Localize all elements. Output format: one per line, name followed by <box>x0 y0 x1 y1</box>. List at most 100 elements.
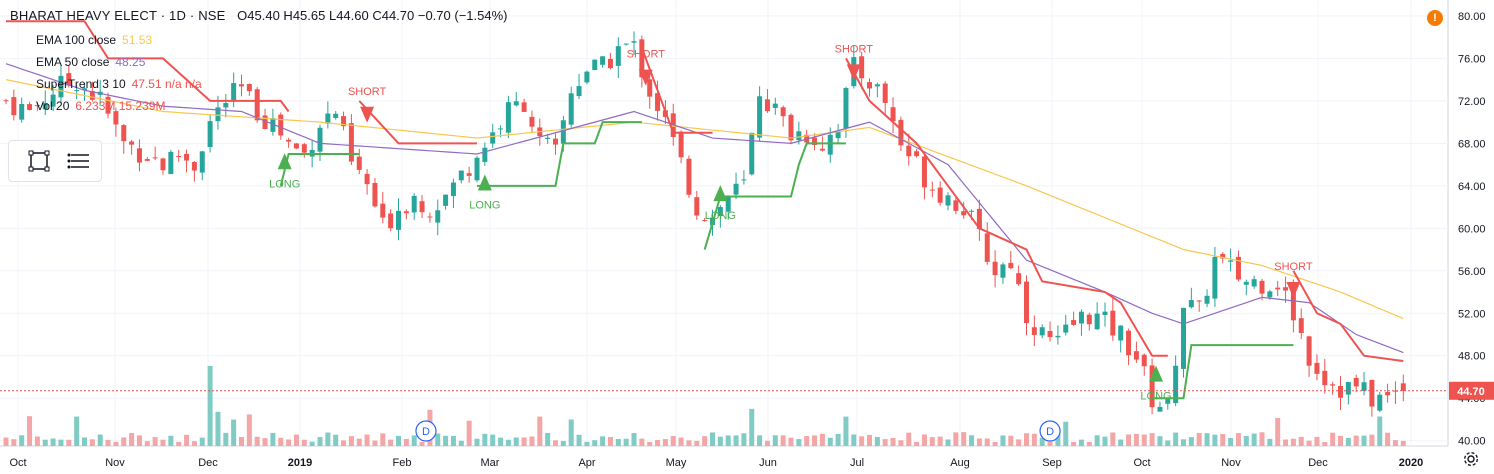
candle-body <box>1118 325 1124 341</box>
long-arrow <box>277 153 292 170</box>
candle-body <box>3 100 9 102</box>
volume-bar <box>309 441 315 446</box>
square-select-icon[interactable] <box>25 147 53 175</box>
volume-bar <box>804 436 810 446</box>
candle-body <box>1400 383 1406 391</box>
symbol-title[interactable]: BHARAT HEAVY ELECT · 1D · NSE <box>10 8 226 23</box>
candle-body <box>780 107 786 117</box>
candle-body <box>1157 406 1163 412</box>
short-label: SHORT <box>1274 261 1313 273</box>
volume-bar <box>1353 435 1359 446</box>
x-tick-label: Aug <box>950 457 970 469</box>
volume-bar <box>435 433 441 446</box>
candle-body <box>702 220 708 222</box>
volume-bar <box>851 434 857 446</box>
volume-bar <box>686 440 692 446</box>
candle-body <box>600 56 606 65</box>
y-tick-label: 80.00 <box>1458 11 1486 23</box>
volume-bar <box>647 441 653 446</box>
candle-body <box>898 119 904 146</box>
x-tick-label: Sep <box>1042 457 1062 469</box>
candle-body <box>545 137 551 139</box>
candle-body <box>74 90 80 92</box>
short-arrow <box>360 106 375 123</box>
candle-body <box>270 118 276 132</box>
volume-bar <box>1290 438 1296 446</box>
candle-body <box>859 56 865 79</box>
candle-body <box>1251 279 1257 287</box>
volume-bar <box>576 434 582 446</box>
candle-body <box>1039 327 1045 336</box>
legend-indicator[interactable]: SuperTrend 3 10 47.51 n/a n/a <box>36 76 507 92</box>
volume-bar <box>184 434 190 446</box>
short-arrow <box>1286 282 1301 299</box>
candle-body <box>1196 300 1202 302</box>
candle-body <box>490 132 496 144</box>
candle-body <box>1290 285 1296 321</box>
candle-body <box>945 195 951 206</box>
volume-bar <box>553 440 558 446</box>
candle-body <box>1141 354 1147 367</box>
candle-body <box>1330 384 1336 386</box>
volume-bar <box>710 432 715 446</box>
candle-body <box>678 131 684 158</box>
candle-body <box>1094 313 1100 330</box>
supertrend-up-line <box>703 142 846 250</box>
volume-bar <box>545 432 551 446</box>
volume-bar <box>42 439 48 446</box>
volume-bar <box>1126 434 1132 446</box>
alert-icon[interactable]: ! <box>1427 10 1443 26</box>
volume-bar <box>498 437 504 446</box>
gear-icon[interactable] <box>1462 450 1480 468</box>
candle-body <box>827 134 833 155</box>
candle-body <box>1063 324 1069 333</box>
volume-bar <box>1188 437 1194 446</box>
legend-indicator[interactable]: Vol 20 6.233M 15.239M <box>36 98 507 114</box>
dividend-marker-icon <box>1039 420 1061 442</box>
volume-bar <box>286 439 292 446</box>
supertrend-down-line <box>845 57 1168 357</box>
dividend-marker-label: D <box>1046 426 1054 438</box>
volume-bar <box>1071 441 1077 446</box>
indicator-label: EMA 100 close <box>36 33 117 47</box>
volume-bar <box>490 434 496 446</box>
dividend-marker-label: D <box>422 426 430 438</box>
candle-body <box>1392 390 1398 392</box>
candle-body <box>82 88 87 91</box>
candle-body <box>961 211 967 216</box>
volume-bar <box>317 437 323 446</box>
candle-body <box>819 148 825 151</box>
volume-bar <box>333 434 339 446</box>
volume-bar <box>600 436 606 446</box>
volume-bar <box>1306 440 1312 446</box>
candle-body <box>105 96 111 114</box>
volume-bar <box>223 432 229 446</box>
long-arrow <box>477 174 492 191</box>
candle-body <box>1267 291 1273 298</box>
legend-indicator[interactable]: EMA 50 close 48.25 <box>36 54 507 70</box>
candle-body <box>50 94 56 107</box>
candle-body <box>953 200 959 211</box>
volume-bar <box>411 435 417 446</box>
candle-body <box>568 93 574 125</box>
legend-indicator[interactable]: EMA 100 close 51.53 <box>36 32 507 48</box>
volume-bar <box>34 436 40 446</box>
candle-body <box>121 125 127 142</box>
volume-bar <box>835 433 841 446</box>
supertrend-down-line <box>640 47 713 134</box>
candle-body <box>254 89 260 121</box>
volume-bar <box>1110 432 1116 446</box>
volume-bar <box>372 440 378 446</box>
volume-bar <box>301 439 307 446</box>
volume-bar <box>136 435 142 446</box>
long-label: LONG <box>469 200 500 212</box>
volume-bar <box>898 440 904 446</box>
volume-bar <box>568 419 574 446</box>
candle-body <box>1071 320 1077 325</box>
x-tick-label: Oct <box>9 457 26 469</box>
volume-bar <box>207 366 213 446</box>
lines-list-icon[interactable] <box>65 147 93 175</box>
candle-body <box>388 213 394 229</box>
volume-bar <box>1039 437 1045 446</box>
